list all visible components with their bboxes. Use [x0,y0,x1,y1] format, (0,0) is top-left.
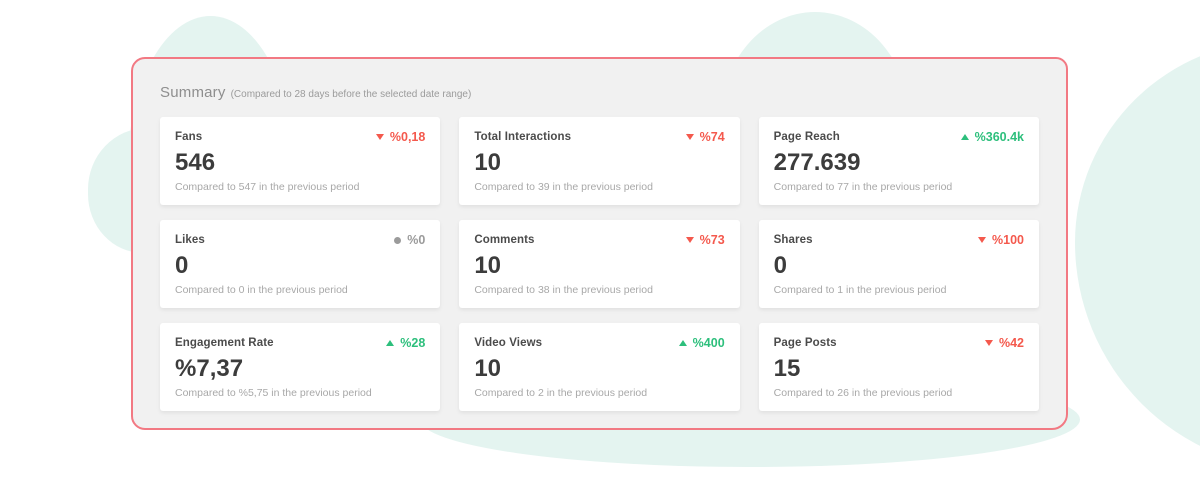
metric-change: %400 [678,336,725,350]
trend-down-icon [984,340,993,346]
metric-title: Total Interactions [474,131,572,143]
metric-comparison: Compared to %5,75 in the previous period [175,387,372,400]
metric-card-header: Total Interactions %74 [474,130,724,144]
metric-card-header: Page Posts %42 [774,336,1024,350]
summary-subtitle: (Compared to 28 days before the selected… [230,89,472,100]
metric-value: 10 [474,355,502,382]
metric-comparison: Compared to 1 in the previous period [773,284,947,297]
metric-card-header: Page Reach %360.4k [774,130,1024,144]
metric-change: %100 [978,233,1024,247]
trend-down-icon [685,134,694,140]
metric-card-likes: Likes %0 0 Compared to 0 in the previous… [160,220,441,308]
metric-change: %360.4k [960,130,1024,144]
metric-value: 546 [175,149,216,176]
metric-value: 10 [474,252,502,279]
metric-card-page-posts: Page Posts %42 15 Compared to 26 in the … [758,323,1039,411]
metric-value: 10 [474,149,502,176]
metric-change-value: %400 [692,336,725,350]
metric-card-header: Comments %73 [474,233,724,247]
metric-title: Video Views [474,337,543,349]
summary-header: Summary (Compared to 28 days before the s… [160,85,1039,103]
metric-change-value: %360.4k [974,130,1024,144]
metric-card-engagement-rate: Engagement Rate %28 %7,37 Compared to %5… [160,323,441,411]
metric-comparison: Compared to 39 in the previous period [474,181,653,194]
metric-card-fans: Fans %0,18 546 Compared to 547 in the pr… [160,117,441,205]
metric-value: %7,37 [175,355,244,382]
metric-title: Page Posts [773,337,837,349]
metric-comparison: Compared to 0 in the previous period [175,284,348,297]
metric-change-value: %74 [699,130,725,144]
metric-change: %74 [685,130,725,144]
metric-change: %73 [685,233,725,247]
metric-change-value: %73 [699,233,725,247]
trend-up-icon [386,340,395,346]
metric-change-value: %42 [998,336,1024,350]
trend-down-icon [978,237,987,243]
metric-value: 0 [773,252,788,279]
background-blob-right [1075,40,1200,470]
metric-title: Comments [474,234,535,246]
metric-card-header: Likes %0 [175,233,425,247]
metrics-grid: Fans %0,18 546 Compared to 547 in the pr… [160,117,1039,411]
metric-card-header: Shares %100 [774,233,1024,247]
metric-comparison: Compared to 26 in the previous period [773,387,953,400]
metric-title: Shares [773,234,813,246]
trend-up-icon [678,340,687,346]
summary-panel: Summary (Compared to 28 days before the s… [131,57,1068,430]
trend-neutral-icon [394,236,402,244]
metric-change-value: %28 [400,336,426,350]
metric-card-header: Video Views %400 [474,336,724,350]
trend-up-icon [960,134,969,140]
metric-change: %0,18 [375,130,426,144]
metric-card-video-views: Video Views %400 10 Compared to 2 in the… [459,323,740,411]
metric-value: 277.639 [773,149,861,176]
metric-value: 15 [773,355,801,382]
metric-comparison: Compared to 38 in the previous period [474,284,653,297]
trend-down-icon [685,237,694,243]
metric-change: %28 [386,336,425,350]
metric-title: Engagement Rate [175,337,274,349]
metric-change-value: %100 [992,233,1024,247]
metric-value: 0 [175,252,189,279]
metric-comparison: Compared to 77 in the previous period [773,181,953,194]
trend-down-icon [375,134,384,140]
summary-title: Summary [160,84,226,101]
metric-change-value: %0,18 [389,130,426,144]
metric-comparison: Compared to 2 in the previous period [474,387,648,400]
metric-change-value: %0 [407,233,426,247]
metric-card-page-reach: Page Reach %360.4k 277.639 Compared to 7… [758,117,1039,205]
metric-card-header: Engagement Rate %28 [175,336,425,350]
metric-card-header: Fans %0,18 [175,130,425,144]
metric-change: %0 [394,233,425,247]
metric-card-shares: Shares %100 0 Compared to 1 in the previ… [758,220,1039,308]
metric-comparison: Compared to 547 in the previous period [175,181,360,194]
metric-title: Page Reach [773,131,840,143]
metric-card-total-interactions: Total Interactions %74 10 Compared to 39… [459,117,740,205]
metric-title: Fans [175,131,203,143]
metric-card-comments: Comments %73 10 Compared to 38 in the pr… [459,220,740,308]
metric-change: %42 [984,336,1024,350]
metric-title: Likes [175,234,205,246]
